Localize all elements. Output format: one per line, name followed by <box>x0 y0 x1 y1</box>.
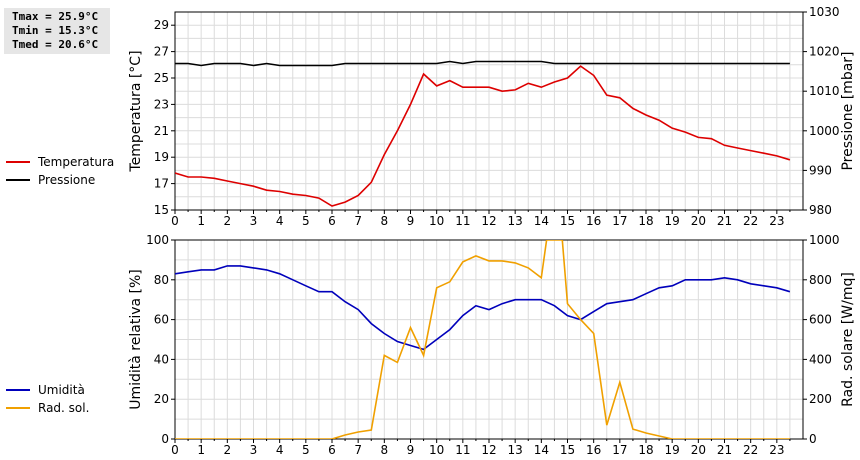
y-tick-label: 15 <box>154 203 169 217</box>
x-tick-label: 6 <box>328 214 336 228</box>
x-tick-label: 23 <box>769 214 784 228</box>
y2-tick-label: 1000 <box>809 233 840 247</box>
x-tick-label: 16 <box>586 214 601 228</box>
x-tick-label: 16 <box>586 443 601 457</box>
y-tick-label: 80 <box>154 273 169 287</box>
y-tick-label: 27 <box>154 45 169 59</box>
x-tick-label: 22 <box>743 443 758 457</box>
y2-axis-title: Pressione [mbar] <box>840 51 856 170</box>
x-tick-label: 0 <box>171 214 179 228</box>
x-tick-label: 14 <box>534 443 549 457</box>
x-tick-label: 21 <box>717 214 732 228</box>
x-tick-label: 17 <box>612 443 627 457</box>
y-tick-label: 20 <box>154 392 169 406</box>
y2-tick-label: 1020 <box>809 45 840 59</box>
x-tick-label: 0 <box>171 443 179 457</box>
y2-tick-label: 1030 <box>809 5 840 19</box>
x-tick-label: 2 <box>224 214 232 228</box>
x-tick-label: 4 <box>276 214 284 228</box>
y-tick-label: 21 <box>154 124 169 138</box>
y-tick-label: 19 <box>154 150 169 164</box>
panel-2: 0 1 2 3 4 5 6 7 8 9 10 11 12 13 14 15 16 17 18 19 20 21 22 2302… <box>6 233 856 457</box>
x-tick-label: 19 <box>665 214 680 228</box>
y-tick-label: 0 <box>161 432 169 446</box>
x-tick-label: 3 <box>250 214 258 228</box>
y-tick-label: 29 <box>154 18 169 32</box>
y2-tick-label: 800 <box>809 273 832 287</box>
y2-tick-label: 1000 <box>809 124 840 138</box>
x-tick-label: 6 <box>328 443 336 457</box>
x-tick-label: 2 <box>224 443 232 457</box>
stats-box: Tmax = 25.9°C Tmin = 15.3°C Tmed = 20.6°… <box>4 8 110 54</box>
legend-label: Umidità <box>38 383 85 397</box>
x-tick-label: 14 <box>534 214 549 228</box>
legend-label: Rad. sol. <box>38 401 89 415</box>
x-tick-label: 12 <box>481 443 496 457</box>
x-tick-label: 9 <box>407 443 415 457</box>
series-umidit-line <box>175 265 791 351</box>
series-temperaturaline <box>175 65 791 207</box>
stats-tmed: Tmed = 20.6°C <box>12 38 99 51</box>
x-tick-label: 10 <box>429 214 444 228</box>
stats-tmin: Tmin = 15.3°C <box>12 24 99 37</box>
x-tick-label: 22 <box>743 214 758 228</box>
y2-tick-label: 980 <box>809 203 832 217</box>
x-tick-label: 9 <box>407 214 415 228</box>
y2-tick-label: 200 <box>809 392 832 406</box>
x-tick-label: 1 <box>197 214 205 228</box>
x-tick-label: 19 <box>665 443 680 457</box>
x-tick-label: 13 <box>508 443 523 457</box>
y-tick-label: 23 <box>154 97 169 111</box>
y2-tick-label: 990 <box>809 163 832 177</box>
x-tick-label: 20 <box>691 214 706 228</box>
x-tick-label: 15 <box>560 443 575 457</box>
x-tick-label: 20 <box>691 443 706 457</box>
x-tick-label: 18 <box>638 214 653 228</box>
x-tick-label: 8 <box>381 443 389 457</box>
x-tick-label: 13 <box>508 214 523 228</box>
x-tick-label: 21 <box>717 443 732 457</box>
x-tick-label: 5 <box>302 214 310 228</box>
y2-tick-label: 0 <box>809 432 817 446</box>
x-tick-label: 7 <box>354 443 362 457</box>
x-tick-label: 5 <box>302 443 310 457</box>
x-tick-label: 17 <box>612 214 627 228</box>
panel-1: 0 1 2 3 4 5 6 7 8 9 10 11 12 13 14 15 16 17 18 19 20 21 22 2315… <box>6 5 856 228</box>
y2-tick-label: 600 <box>809 313 832 327</box>
y-tick-label: 40 <box>154 352 169 366</box>
stats-tmax: Tmax = 25.9°C <box>12 10 99 23</box>
y-axis-title: Umidità relativa [%] <box>128 269 144 410</box>
x-tick-label: 12 <box>481 214 496 228</box>
series-pressioneline <box>175 60 790 67</box>
x-tick-label: 8 <box>381 214 389 228</box>
y2-axis-title: Rad. solare [W/mq] <box>840 272 856 407</box>
y-axis-title: Temperatura [°C] <box>128 50 144 172</box>
legend-label: Temperatura <box>37 155 114 169</box>
x-tick-label: 7 <box>354 214 362 228</box>
y2-tick-label: 1010 <box>809 84 840 98</box>
series-rad-sol-line <box>175 240 790 439</box>
x-tick-label: 10 <box>429 443 444 457</box>
y-tick-label: 60 <box>154 313 169 327</box>
legend-label: Pressione <box>38 173 95 187</box>
x-tick-label: 18 <box>638 443 653 457</box>
y-tick-label: 25 <box>154 71 169 85</box>
x-tick-label: 23 <box>769 443 784 457</box>
y-tick-label: 17 <box>154 177 169 191</box>
x-tick-label: 11 <box>455 443 470 457</box>
x-tick-label: 11 <box>455 214 470 228</box>
y2-tick-label: 400 <box>809 352 832 366</box>
x-tick-label: 15 <box>560 214 575 228</box>
x-tick-label: 4 <box>276 443 284 457</box>
x-tick-label: 3 <box>250 443 258 457</box>
y-tick-label: 100 <box>146 233 169 247</box>
x-tick-label: 1 <box>197 443 205 457</box>
